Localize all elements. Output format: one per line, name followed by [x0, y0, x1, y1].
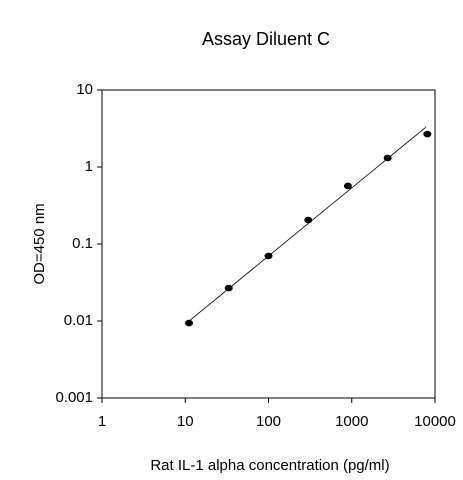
x-tick-label: 1: [98, 413, 106, 430]
y-tick-label: 1: [85, 158, 93, 175]
data-point: [423, 130, 432, 138]
data-point: [304, 216, 313, 224]
x-tick-label: 10: [177, 413, 194, 430]
y-tick-label: 0.01: [64, 312, 93, 329]
y-tick-label: 0.001: [55, 389, 93, 406]
plot-frame: [101, 89, 436, 399]
data-point: [343, 182, 352, 190]
data-point: [224, 284, 233, 292]
y-tick-label: 0.1: [72, 235, 93, 252]
data-point: [383, 154, 392, 162]
x-tick-label: 1000: [335, 413, 368, 430]
y-tick-label: 10: [76, 81, 93, 98]
data-point: [264, 252, 273, 260]
x-tick-label: 10000: [414, 413, 456, 430]
x-tick-label: 100: [256, 413, 281, 430]
data-point: [185, 319, 194, 327]
chart-title: Assay Diluent C: [202, 29, 330, 49]
y-axis-label: OD=450 nm: [31, 203, 48, 284]
x-axis-label: Rat IL-1 alpha concentration (pg/ml): [150, 457, 389, 474]
